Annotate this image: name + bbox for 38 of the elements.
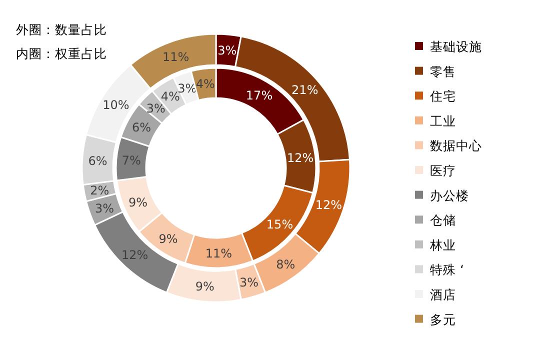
data-label: 3%: [240, 275, 259, 290]
data-label: 4%: [160, 90, 180, 104]
data-label: 3%: [146, 101, 166, 116]
legend-label: 多元: [430, 312, 456, 327]
data-label: 12%: [286, 150, 314, 165]
legend-label: 基础设施: [430, 39, 482, 54]
data-label: 15%: [266, 218, 294, 232]
text: 内圈：权重占比: [16, 46, 107, 61]
data-label: 12%: [122, 248, 148, 262]
legend-label: 医疗: [430, 163, 456, 178]
data-label: 17%: [246, 88, 273, 102]
data-label: 3%: [218, 44, 237, 58]
data-label: 11%: [205, 246, 232, 260]
data-label: 6%: [88, 154, 108, 168]
legend-label: 办公楼: [430, 188, 469, 203]
data-label: 21%: [292, 83, 318, 98]
data-label: 7%: [122, 154, 141, 168]
legend-label: 仓储: [430, 212, 456, 228]
data-label: 6%: [132, 120, 152, 135]
data-label: 9%: [128, 195, 148, 210]
data-label: 3%: [94, 202, 114, 216]
data-label: 9%: [195, 279, 214, 294]
data-label: 11%: [162, 50, 190, 64]
data-label: 3%: [178, 82, 197, 96]
legend-label: 数据中心: [430, 138, 482, 154]
legend-label: 林业: [429, 237, 456, 252]
text: 外圈：数量占比: [16, 22, 107, 37]
data-label: 4%: [196, 77, 215, 92]
data-label: 10%: [102, 98, 130, 112]
legend-label: 工业: [430, 113, 456, 128]
legend-label: 特殊 ‘: [430, 262, 464, 278]
data-label: 2%: [90, 184, 110, 198]
legend-label: 住宅: [429, 88, 456, 104]
data-label: 12%: [315, 198, 342, 212]
data-label: 8%: [276, 257, 296, 272]
legend-label: 零售: [430, 64, 456, 79]
legend-label: 酒店: [430, 287, 456, 302]
data-label: 9%: [158, 232, 178, 246]
